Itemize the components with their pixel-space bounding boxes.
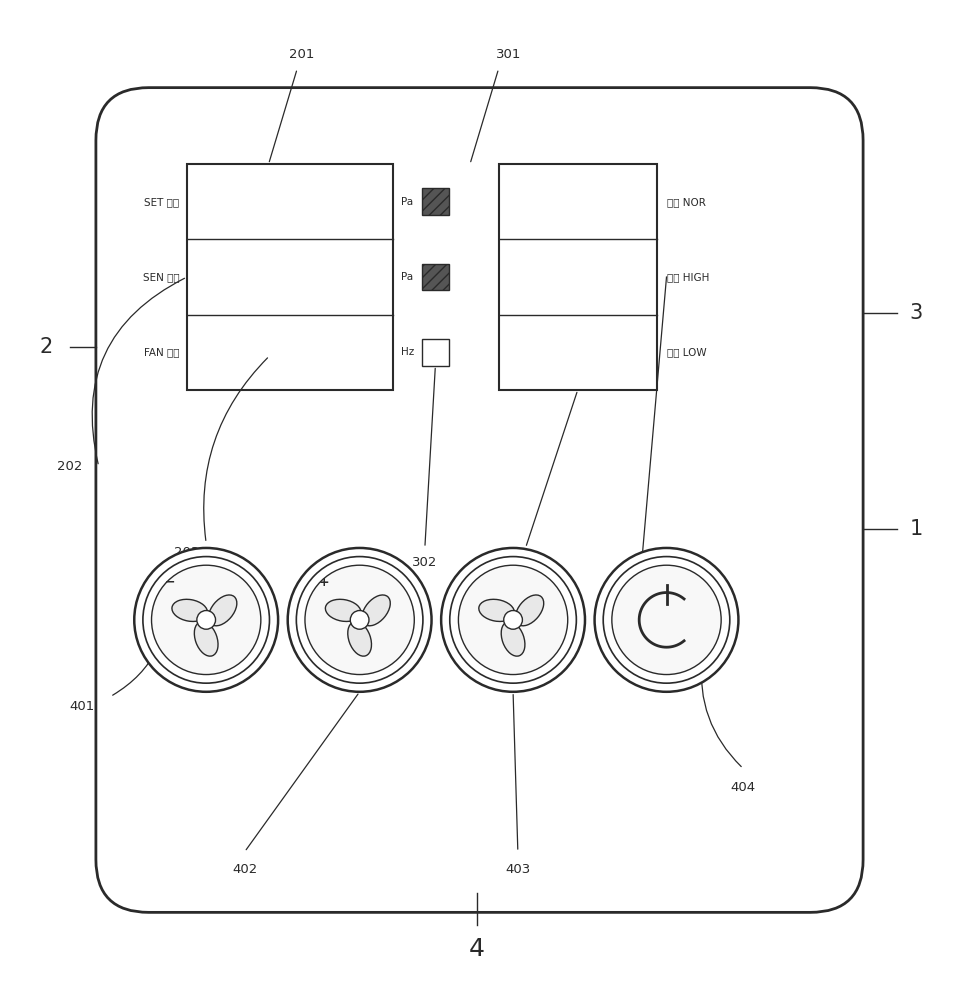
Text: 404: 404 — [731, 781, 756, 794]
Circle shape — [503, 611, 523, 629]
Circle shape — [288, 548, 432, 692]
FancyBboxPatch shape — [96, 88, 863, 912]
Text: 304: 304 — [630, 556, 655, 569]
Ellipse shape — [172, 599, 207, 621]
Text: 过低 LOW: 过低 LOW — [667, 347, 706, 357]
Text: 203: 203 — [175, 546, 199, 559]
Circle shape — [603, 557, 730, 683]
Text: 202: 202 — [58, 460, 82, 473]
Circle shape — [450, 557, 576, 683]
Circle shape — [134, 548, 278, 692]
Ellipse shape — [208, 595, 237, 626]
Text: FAN 风机: FAN 风机 — [144, 347, 179, 357]
Ellipse shape — [195, 622, 218, 656]
Ellipse shape — [348, 622, 371, 656]
Circle shape — [305, 565, 414, 675]
Text: 301: 301 — [496, 48, 521, 61]
Text: 3: 3 — [909, 303, 923, 323]
Bar — [422, 188, 449, 215]
Text: 4: 4 — [469, 937, 484, 961]
Text: SEN 当前: SEN 当前 — [143, 272, 179, 282]
Circle shape — [350, 611, 369, 629]
Text: 201: 201 — [290, 48, 315, 61]
Text: Pa: Pa — [401, 197, 413, 207]
Text: 正常 NOR: 正常 NOR — [667, 197, 706, 207]
Text: 2: 2 — [39, 337, 53, 357]
Bar — [422, 339, 449, 366]
Bar — [499, 164, 657, 390]
Circle shape — [595, 548, 738, 692]
Text: 303: 303 — [513, 556, 538, 569]
Text: 402: 402 — [232, 863, 257, 876]
Text: 401: 401 — [69, 700, 94, 713]
Circle shape — [458, 565, 568, 675]
Circle shape — [143, 557, 269, 683]
Bar — [187, 164, 393, 390]
Bar — [422, 264, 449, 290]
Text: Hz: Hz — [401, 347, 414, 357]
Ellipse shape — [325, 599, 361, 621]
Ellipse shape — [502, 622, 525, 656]
Text: SET 设置: SET 设置 — [144, 197, 179, 207]
Text: Pa: Pa — [401, 272, 413, 282]
Ellipse shape — [515, 595, 544, 626]
Ellipse shape — [362, 595, 390, 626]
Circle shape — [152, 565, 261, 675]
Text: −: − — [165, 576, 175, 589]
Text: 1: 1 — [909, 519, 923, 539]
Circle shape — [296, 557, 423, 683]
Text: 403: 403 — [505, 863, 530, 876]
Circle shape — [197, 611, 216, 629]
Ellipse shape — [479, 599, 514, 621]
Circle shape — [441, 548, 585, 692]
Text: +: + — [318, 576, 329, 589]
Text: 302: 302 — [412, 556, 437, 569]
Text: 过高 HIGH: 过高 HIGH — [667, 272, 709, 282]
Circle shape — [612, 565, 721, 675]
